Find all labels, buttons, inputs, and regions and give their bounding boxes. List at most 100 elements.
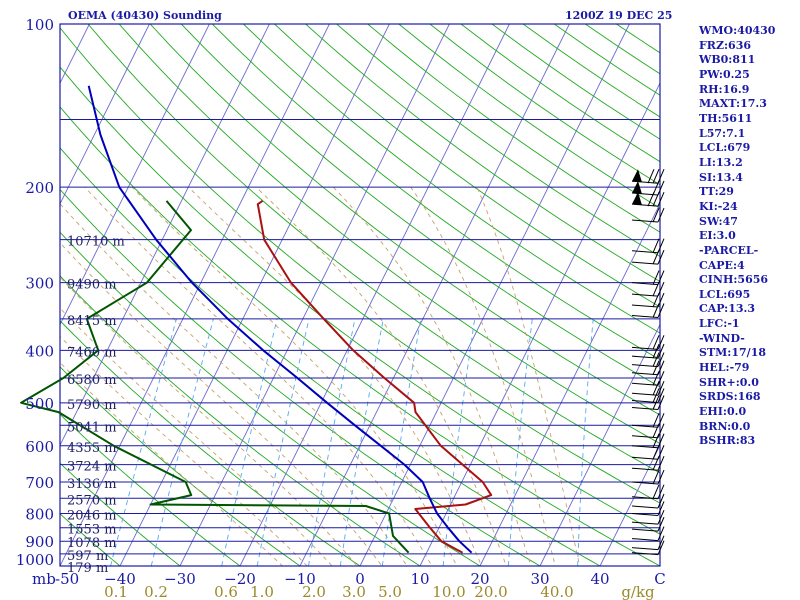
temperature-tick-label: 20	[470, 570, 489, 588]
pressure-label: 1000	[16, 551, 54, 569]
temperature-tick-label: −10	[284, 570, 316, 588]
mixing-ratio-label: 40.0	[540, 583, 573, 600]
isotherm-line	[60, 24, 210, 326]
mixing-ratio-label: 2.0	[302, 583, 326, 600]
moist-adiabat	[410, 186, 556, 566]
pressure-label: 700	[25, 474, 54, 492]
height-label: 4355 m	[67, 441, 117, 456]
wind-barb	[631, 388, 665, 403]
wind-barb	[631, 535, 665, 551]
index-item: HEL:-79	[699, 361, 750, 375]
temperature-tick-label: 0	[355, 570, 365, 588]
index-item: CAP:13.3	[699, 302, 756, 316]
height-label: 7460 m	[67, 345, 117, 360]
isotherm-line	[60, 24, 330, 566]
height-label: 3136 m	[67, 477, 117, 492]
mixing-ratio-line	[339, 318, 384, 566]
moist-adiabat	[60, 361, 284, 566]
wind-barb	[631, 352, 665, 368]
height-label: 2046 m	[67, 508, 117, 523]
height-label: 8415 m	[67, 314, 117, 329]
plot-frame	[59, 23, 661, 567]
index-item: -WIND-	[699, 331, 745, 345]
temperature-tick-label: 30	[530, 570, 549, 588]
index-item: EI:3.0	[699, 229, 736, 243]
pressure-label: 900	[25, 533, 54, 551]
height-label: 179 m	[67, 561, 108, 576]
dry-adiabat	[60, 66, 660, 535]
mixing-ratio-label: 3.0	[342, 583, 366, 600]
index-item: SW:47	[699, 214, 738, 228]
mixing-ratio-label: 5.0	[378, 583, 402, 600]
temperature-tick-label: 10	[410, 570, 429, 588]
pressure-label: 600	[25, 438, 54, 456]
isotherm-line	[479, 202, 660, 566]
mixing-ratio-label: 0.2	[144, 583, 168, 600]
isotherm-line	[239, 24, 510, 566]
mixing-ratio-label: 10.0	[432, 583, 465, 600]
height-label: 6580 m	[67, 373, 117, 388]
mixing-ratio-label: 1.0	[250, 583, 274, 600]
parcel-profile	[87, 85, 473, 554]
mixing-ratio-line	[221, 318, 278, 566]
index-item: CAPE:4	[699, 258, 745, 272]
height-label: 1553 m	[67, 523, 117, 538]
wind-barbs	[631, 169, 665, 556]
height-label: 2570 m	[67, 493, 117, 508]
stability-indices-panel: WMO:40430 FRZ:636 WB0:811 PW:0.25 RH:16.9 MAX…	[699, 24, 775, 449]
pressure-label: 400	[25, 342, 54, 360]
index-item: STM:17/18	[699, 346, 766, 360]
height-label: 9490 m	[67, 278, 117, 293]
height-label: 1078 m	[67, 536, 117, 551]
index-item: -PARCEL-	[699, 243, 759, 257]
height-label: 5790 m	[67, 398, 117, 413]
index-item: TT:29	[699, 185, 734, 199]
temperature-unit-label: C	[654, 570, 665, 588]
height-label: 597 m	[67, 549, 108, 564]
index-item: L57:7.1	[699, 126, 746, 140]
mixing-ratio-label: 0.1	[104, 583, 128, 600]
index-item: LI:13.2	[699, 155, 743, 169]
mixing-ratio-line	[507, 318, 533, 566]
wind-barb	[631, 207, 665, 223]
dry-adiabat	[118, 24, 660, 445]
isotherm-line	[60, 24, 150, 205]
wind-barb	[631, 169, 665, 184]
background-lines	[60, 24, 660, 566]
pressure-label: 500	[25, 395, 54, 413]
mixing-ratio-line	[442, 318, 476, 566]
wind-barb	[631, 540, 665, 556]
index-item: FRZ:636	[699, 38, 752, 52]
wind-barb	[631, 423, 665, 439]
index-item: LFC:-1	[699, 317, 740, 331]
pressure-label: 800	[25, 505, 54, 523]
mixing-ratio-line	[577, 318, 594, 566]
mixing-ratio-line	[308, 318, 356, 566]
wind-barb	[631, 455, 665, 471]
temperature-tick-label: −20	[224, 570, 256, 588]
pressure-label: 100	[25, 16, 54, 34]
index-item: MAXT:17.3	[699, 97, 767, 111]
wind-barb	[631, 516, 665, 532]
index-item: RH:16.9	[699, 82, 750, 96]
wind-barb	[631, 371, 665, 386]
dewpoint-profile	[20, 200, 410, 554]
mixing-ratio-label: 20.0	[474, 583, 507, 600]
index-item: TH:5611	[699, 111, 753, 125]
height-label: 10710 m	[67, 235, 125, 250]
pressure-label: 300	[25, 275, 54, 293]
temperature-tick-label: −30	[164, 570, 196, 588]
index-item: BRN:0.0	[699, 419, 751, 433]
wind-barb	[631, 335, 665, 350]
isotherm-line	[179, 24, 450, 566]
wind-barb	[631, 526, 665, 542]
pressure-unit-label: mb	[32, 570, 56, 588]
index-item: CINH:5656	[699, 273, 769, 287]
moist-adiabat	[60, 203, 408, 566]
wind-barb	[631, 493, 665, 509]
temperature-tick-label: -50	[55, 570, 79, 588]
index-item: SI:13.4	[699, 170, 743, 184]
moist-adiabat	[60, 335, 308, 566]
moist-adiabat	[476, 187, 581, 566]
isotherm-line	[419, 82, 660, 566]
